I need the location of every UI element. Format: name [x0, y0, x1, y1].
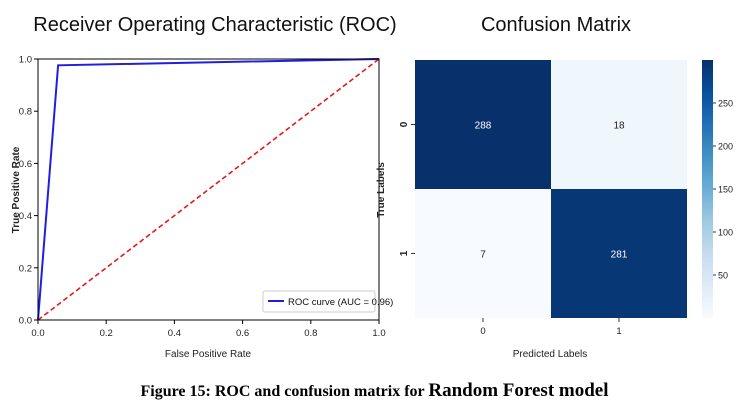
roc-chance-line	[37, 58, 380, 321]
roc-chart: Receiver Operating Characteristic (ROC) …	[11, 14, 397, 360]
cm-cell-value: 7	[480, 250, 486, 261]
figure-caption: Figure 15: ROC and confusion matrix for …	[0, 380, 749, 402]
roc-ytick-label: 0.0	[19, 316, 32, 327]
roc-curve-line	[37, 58, 380, 321]
cm-ylabel: True Labels	[376, 162, 387, 218]
roc-xtick-label: 0.0	[31, 328, 44, 339]
cm-colorbar	[702, 60, 713, 318]
caption-main: Figure 15: ROC and confusion matrix for	[140, 383, 429, 400]
caption-model: Random Forest model	[428, 380, 609, 401]
roc-title: Receiver Operating Characteristic (ROC)	[33, 14, 396, 36]
cm-cell-value: 18	[613, 121, 625, 132]
cm-colorbar-tick-label: 200	[718, 142, 733, 152]
roc-ytick-label: 0.8	[19, 107, 32, 118]
roc-ytick-label: 0.4	[19, 211, 32, 222]
cm-cell	[551, 60, 687, 189]
cm-colorbar-tick-label: 150	[718, 185, 733, 195]
roc-legend-label: ROC curve (AUC = 0.96)	[288, 297, 393, 308]
figure-canvas: Receiver Operating Characteristic (ROC) …	[11, 14, 733, 360]
roc-xtick-label: 0.4	[168, 328, 181, 339]
roc-xtick-label: 1.0	[372, 328, 385, 339]
cm-cell-value: 288	[475, 121, 492, 132]
roc-ytick-label: 1.0	[19, 55, 32, 66]
cm-colorbar-tick-label: 250	[718, 99, 733, 109]
cm-cells: 288 18 7 281	[415, 60, 687, 318]
confusion-matrix: Confusion Matrix 288 18 7 281 0 1 0 1 Predicte…	[376, 14, 733, 360]
roc-series	[37, 58, 380, 321]
roc-plot-frame	[37, 58, 380, 321]
roc-xtick-label: 0.6	[236, 328, 249, 339]
roc-ytick-label: 0.6	[19, 159, 32, 170]
cm-xtick-label: 0	[480, 326, 485, 337]
cm-colorbar-tick-label: 100	[718, 228, 733, 238]
cm-xtick-label: 1	[616, 326, 621, 337]
cm-title: Confusion Matrix	[481, 14, 631, 36]
cm-cell	[415, 60, 551, 189]
cm-axes: 0 1 0 1	[399, 121, 622, 337]
roc-ylabel: True Positive Rate	[11, 146, 22, 233]
cm-ytick-label: 1	[399, 250, 410, 256]
roc-xlabel: False Positive Rate	[165, 349, 252, 360]
cm-cell	[415, 189, 551, 318]
cm-ytick-label: 0	[399, 121, 410, 127]
roc-legend-box	[262, 290, 376, 313]
roc-ytick-label: 0.2	[19, 263, 32, 274]
cm-colorbar-tick-label: 50	[718, 271, 728, 281]
roc-xtick-label: 0.8	[304, 328, 317, 339]
cm-colorbar-ticks: 250 200 150 100 50	[713, 99, 733, 281]
roc-xtick-label: 0.2	[100, 328, 113, 339]
cm-cell	[551, 189, 687, 318]
roc-legend: ROC curve (AUC = 0.96)	[262, 290, 393, 313]
cm-cell-value: 281	[611, 250, 628, 261]
cm-xlabel: Predicted Labels	[513, 349, 588, 360]
roc-axes: 0.0 0.2 0.4 0.6 0.8 1.0 0.0 0.2 0.4 0.6 0.8 1.0	[19, 55, 386, 340]
